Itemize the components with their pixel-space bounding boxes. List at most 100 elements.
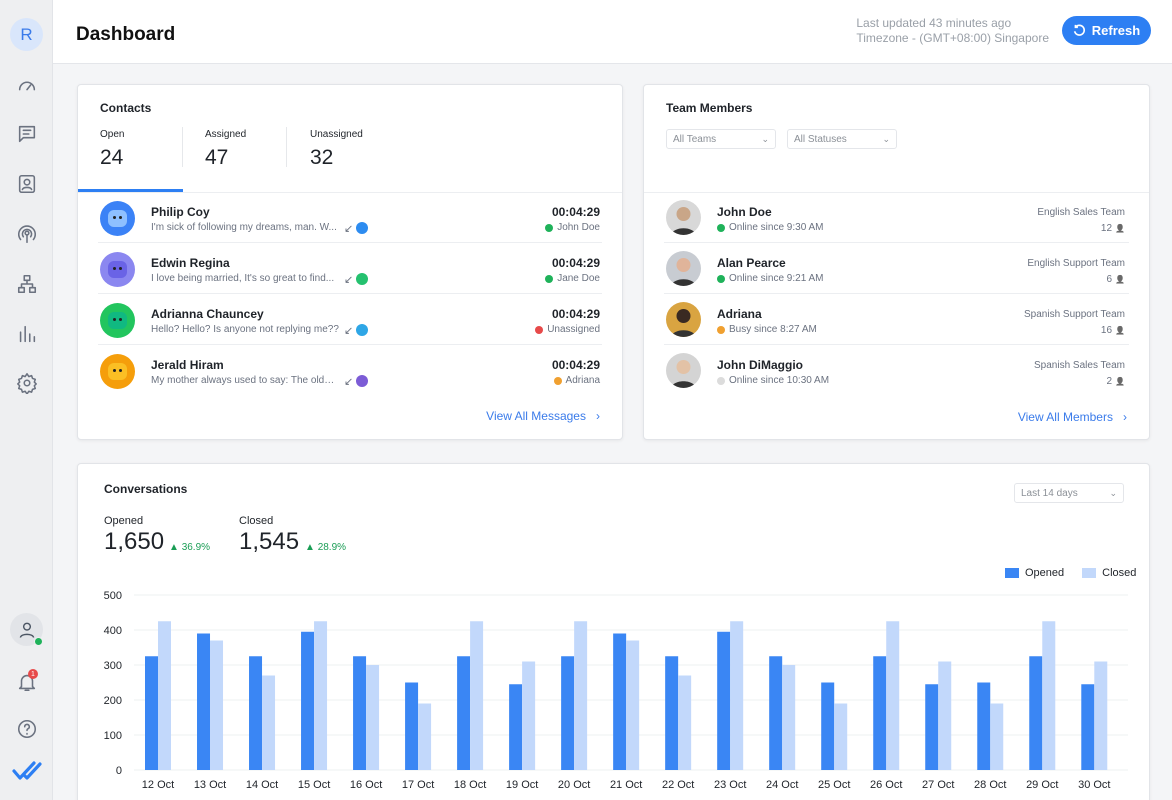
member-row[interactable]: Alan Pearce Online since 9:21 AM English S… bbox=[664, 244, 1129, 294]
bar-closed[interactable] bbox=[158, 621, 171, 770]
bar-closed[interactable] bbox=[938, 661, 952, 771]
contact-row[interactable]: Edwin Regina I love being married, It's s… bbox=[98, 244, 602, 294]
team-filter-value: All Teams bbox=[673, 133, 717, 145]
last-updated-text: Last updated 43 minutes ago bbox=[856, 16, 1012, 30]
member-team: Spanish Sales Team bbox=[1034, 360, 1125, 371]
bar-closed[interactable] bbox=[522, 661, 536, 771]
person-icon: 👤 bbox=[1115, 275, 1125, 284]
bar-opened[interactable] bbox=[457, 656, 471, 770]
view-all-members-link[interactable]: View All Members › bbox=[1018, 410, 1127, 424]
contact-row[interactable]: Adrianna Chauncey Hello? Hello? Is anyone… bbox=[98, 295, 602, 345]
bar-opened[interactable] bbox=[665, 656, 679, 770]
person-icon: 👤 bbox=[1115, 326, 1125, 335]
filter-border bbox=[644, 192, 1149, 193]
reports-icon[interactable] bbox=[14, 321, 40, 347]
bar-closed[interactable] bbox=[210, 640, 224, 771]
tab-open[interactable]: Open 24 bbox=[100, 129, 124, 170]
bar-closed[interactable] bbox=[1042, 621, 1056, 770]
bar-opened[interactable] bbox=[509, 684, 523, 770]
bar-opened[interactable] bbox=[1081, 684, 1095, 770]
bar-closed[interactable] bbox=[886, 621, 900, 770]
contact-row[interactable]: Jerald Hiram My mother always used to say… bbox=[98, 346, 602, 396]
contact-name: Jerald Hiram bbox=[151, 358, 224, 372]
x-tick-label: 29 Oct bbox=[1026, 779, 1058, 791]
tab-unassigned[interactable]: Unassigned 32 bbox=[310, 129, 363, 170]
bar-closed[interactable] bbox=[366, 665, 380, 770]
chevron-down-icon: ⌄ bbox=[882, 133, 890, 144]
member-status: Online since 9:30 AM bbox=[717, 222, 824, 233]
legend-closed-label: Closed bbox=[1102, 567, 1137, 579]
bar-closed[interactable] bbox=[262, 675, 276, 771]
contacts-icon[interactable] bbox=[14, 171, 40, 197]
settings-icon[interactable] bbox=[14, 370, 40, 396]
bell-icon[interactable]: 1 bbox=[14, 669, 40, 695]
legend-opened-label: Opened bbox=[1025, 567, 1065, 579]
bar-opened[interactable] bbox=[769, 656, 783, 770]
bar-opened[interactable] bbox=[1029, 656, 1043, 770]
bar-opened[interactable] bbox=[613, 633, 627, 771]
view-all-messages-link[interactable]: View All Messages › bbox=[486, 409, 600, 423]
user-avatar[interactable] bbox=[10, 613, 43, 646]
incoming-arrow-icon: ↙ bbox=[344, 376, 354, 388]
chat-icon[interactable] bbox=[14, 121, 40, 147]
member-status-text: Busy since 8:27 AM bbox=[729, 324, 817, 335]
workspace-avatar[interactable]: R bbox=[10, 18, 43, 51]
bar-closed[interactable] bbox=[782, 665, 796, 770]
help-icon[interactable] bbox=[14, 716, 40, 742]
bar-opened[interactable] bbox=[977, 682, 991, 771]
bar-closed[interactable] bbox=[730, 621, 744, 770]
viber-icon bbox=[356, 375, 368, 387]
bar-opened[interactable] bbox=[353, 656, 367, 770]
contact-row[interactable]: Philip Coy I'm sick of following my dream… bbox=[98, 193, 602, 243]
bar-closed[interactable] bbox=[470, 621, 484, 770]
member-name: Adriana bbox=[717, 307, 762, 321]
assigned-agent: Jane Doe bbox=[545, 273, 600, 284]
trend-up-icon: ▲ bbox=[169, 542, 182, 553]
bar-closed[interactable] bbox=[314, 621, 328, 770]
avatar-face-icon bbox=[108, 261, 127, 278]
bar-opened[interactable] bbox=[197, 633, 211, 771]
speedometer-icon[interactable] bbox=[14, 72, 40, 98]
bar-closed[interactable] bbox=[418, 703, 432, 771]
bar-opened[interactable] bbox=[249, 656, 263, 770]
sitemap-icon[interactable] bbox=[14, 271, 40, 297]
member-status-text: Online since 9:21 AM bbox=[729, 273, 824, 284]
bar-opened[interactable] bbox=[405, 682, 419, 771]
x-tick-label: 20 Oct bbox=[558, 779, 590, 791]
bar-opened[interactable] bbox=[717, 631, 731, 770]
contact-avatar bbox=[100, 252, 135, 287]
date-range-select[interactable]: Last 14 days ⌄ bbox=[1014, 483, 1124, 503]
bar-closed[interactable] bbox=[990, 703, 1004, 771]
bar-closed[interactable] bbox=[626, 640, 640, 771]
bar-opened[interactable] bbox=[301, 631, 315, 770]
status-filter-select[interactable]: All Statuses ⌄ bbox=[787, 129, 897, 149]
x-tick-label: 22 Oct bbox=[662, 779, 694, 791]
tab-open-count: 24 bbox=[100, 146, 124, 169]
bar-closed[interactable] bbox=[678, 675, 692, 771]
status-dot bbox=[717, 223, 725, 232]
avatar-face-icon bbox=[108, 312, 127, 329]
team-filter-select[interactable]: All Teams ⌄ bbox=[666, 129, 776, 149]
broadcast-icon[interactable] bbox=[14, 221, 40, 247]
bar-opened[interactable] bbox=[925, 684, 939, 770]
member-row[interactable]: John DiMaggio Online since 10:30 AM Spanis… bbox=[664, 346, 1129, 396]
bar-opened[interactable] bbox=[145, 656, 158, 770]
refresh-button[interactable]: Refresh bbox=[1062, 16, 1151, 45]
date-range-value: Last 14 days bbox=[1021, 487, 1078, 499]
bar-opened[interactable] bbox=[821, 682, 835, 771]
status-dot bbox=[553, 376, 562, 385]
bar-closed[interactable] bbox=[1094, 661, 1108, 771]
x-tick-label: 28 Oct bbox=[974, 779, 1006, 791]
member-row[interactable]: John Doe Online since 9:30 AM English Sale… bbox=[664, 193, 1129, 243]
tab-assigned[interactable]: Assigned 47 bbox=[205, 129, 246, 170]
member-count-value: 16 bbox=[1100, 325, 1113, 336]
bar-opened[interactable] bbox=[873, 656, 887, 770]
tab-divider bbox=[182, 127, 183, 167]
bar-opened[interactable] bbox=[561, 656, 575, 770]
status-dot bbox=[717, 376, 725, 385]
trend-up-icon: ▲ bbox=[305, 542, 318, 553]
member-row[interactable]: Adriana Busy since 8:27 AM Spanish Support… bbox=[664, 295, 1129, 345]
bar-closed[interactable] bbox=[834, 703, 848, 771]
bar-closed[interactable] bbox=[574, 621, 588, 770]
refresh-button-label: Refresh bbox=[1091, 23, 1141, 38]
